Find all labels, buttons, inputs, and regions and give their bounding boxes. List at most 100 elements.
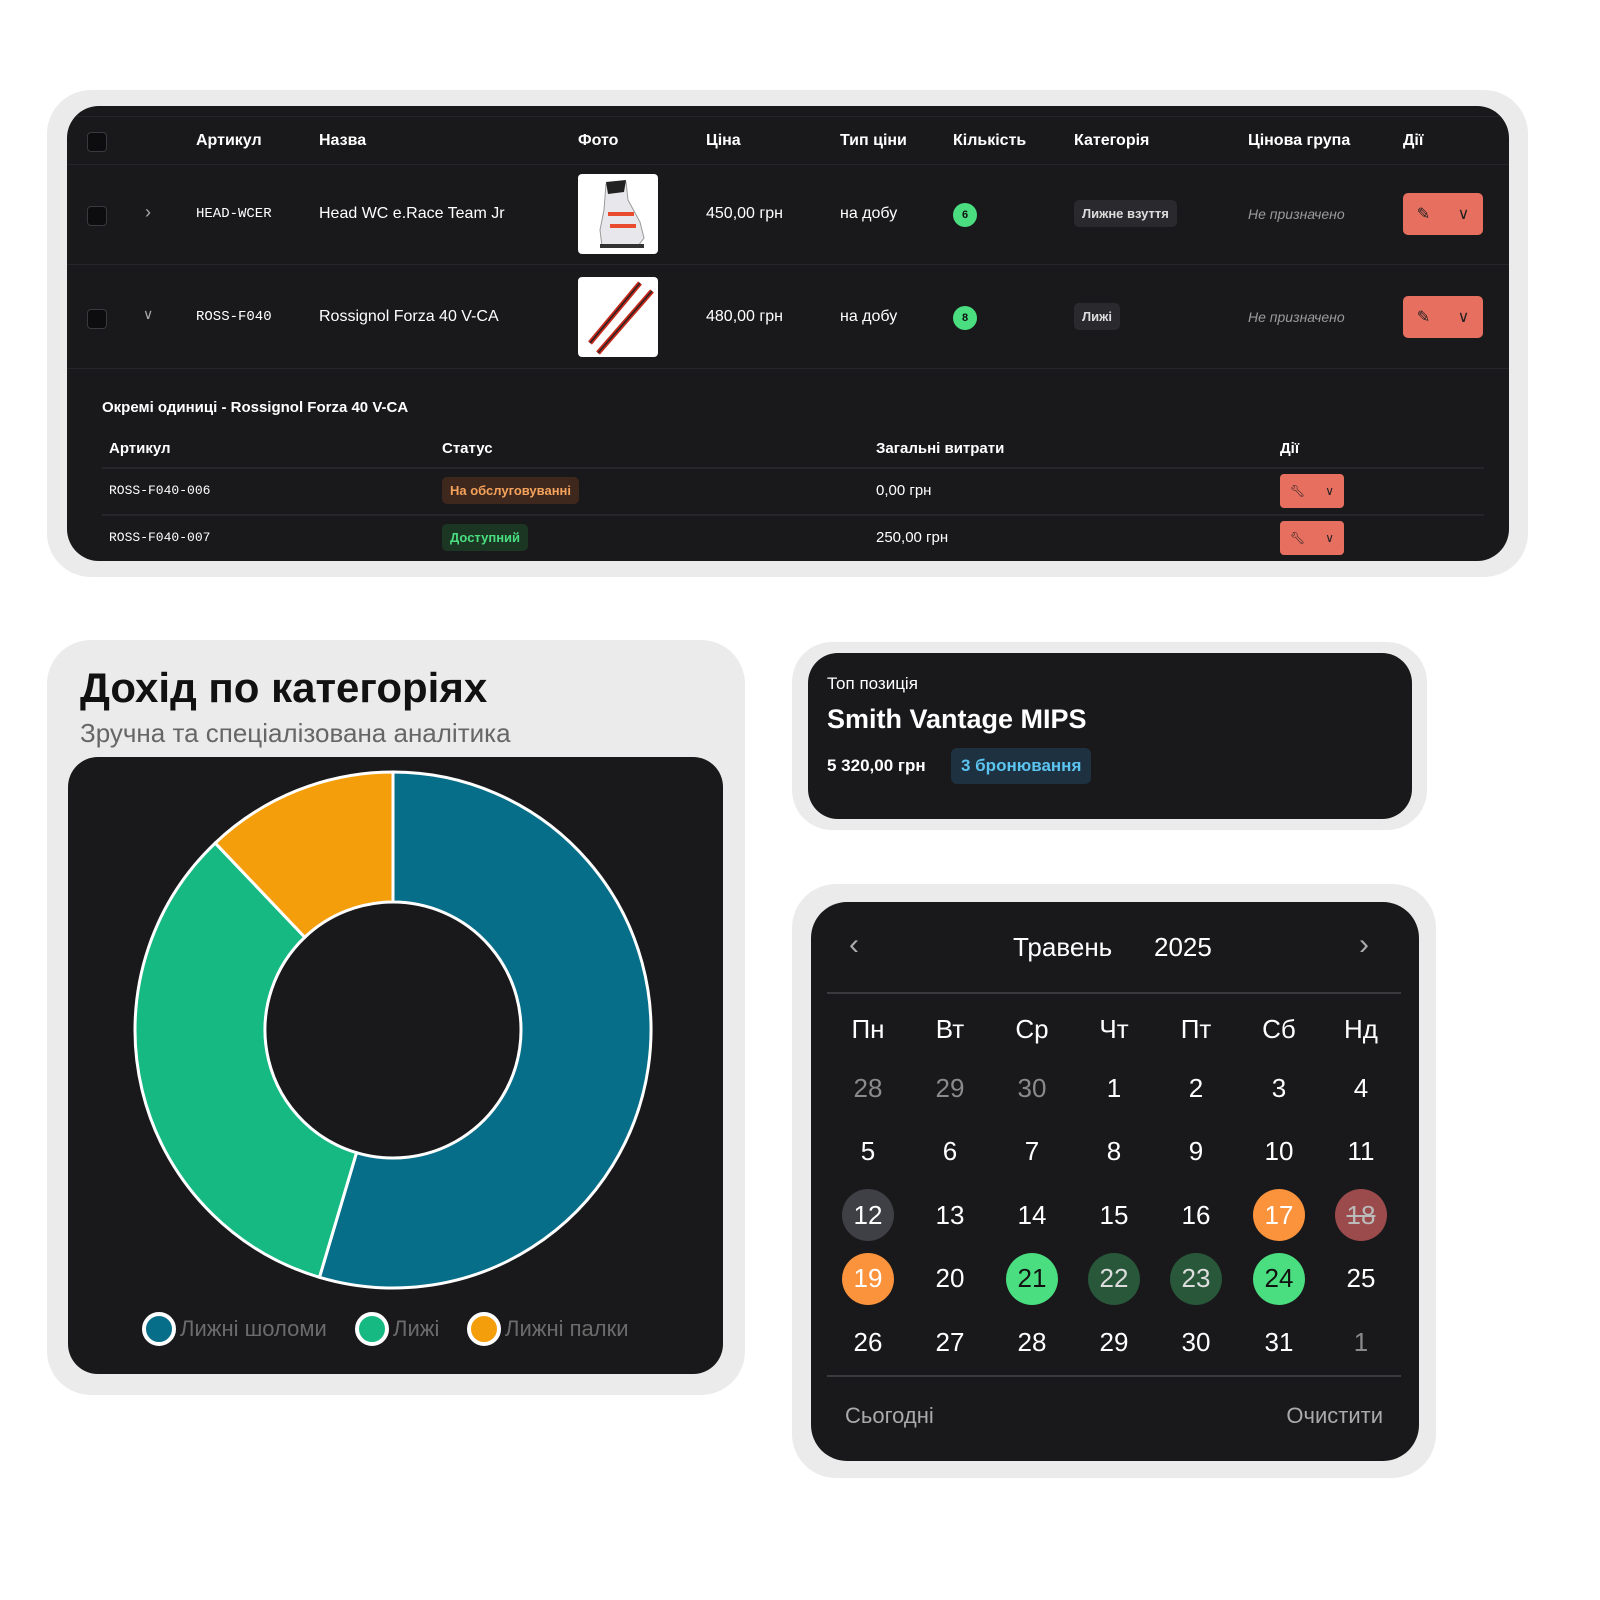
status-badge: Доступний	[442, 524, 529, 551]
calendar-day[interactable]: 3	[1271, 1072, 1287, 1103]
legend-label: Лижі	[393, 1316, 440, 1341]
weekday-label: Сб	[1262, 1014, 1296, 1044]
calendar-day[interactable]: 22	[1088, 1252, 1140, 1305]
chevron-down-icon[interactable]: ∨	[1457, 309, 1470, 326]
chevron-down-icon[interactable]: ∨	[143, 306, 154, 322]
header-name[interactable]: Назва	[319, 132, 367, 149]
calendar-day[interactable]: 11	[1347, 1136, 1375, 1166]
calendar-day[interactable]: 24	[1253, 1252, 1305, 1305]
top-position-label: Топ позиція	[827, 674, 918, 693]
calendar-day[interactable]: 27	[935, 1326, 965, 1357]
pencil-icon[interactable]: ✎	[1416, 309, 1431, 326]
top-position-panel: Топ позиція Smith Vantage MIPS 5 320,00 …	[808, 653, 1412, 819]
legend-label: Лижні шоломи	[180, 1316, 327, 1341]
calendar-day[interactable]: 23	[1170, 1252, 1222, 1305]
calendar-day[interactable]: 30	[1017, 1072, 1047, 1103]
calendar-day[interactable]: 9	[1188, 1136, 1204, 1166]
select-all-checkbox[interactable]	[87, 132, 107, 152]
row-checkbox[interactable]	[87, 309, 107, 329]
weekday-label: Вт	[935, 1014, 965, 1044]
chevron-down-icon[interactable]: ∨	[1457, 206, 1470, 223]
row-sku: HEAD-WCER	[196, 206, 272, 222]
next-month-icon[interactable]: ›	[1359, 928, 1369, 961]
header-quantity[interactable]: Кількість	[953, 132, 1027, 149]
year-label[interactable]: 2025	[1154, 932, 1212, 962]
legend-swatch	[467, 1312, 501, 1346]
unit-actions-button[interactable]: 🔧︎ ∨	[1280, 474, 1344, 508]
legend-swatch	[355, 1312, 389, 1346]
chevron-down-icon[interactable]: ∨	[1325, 484, 1334, 498]
calendar-day[interactable]: 15	[1099, 1199, 1129, 1230]
calendar-day[interactable]: 26	[853, 1326, 883, 1357]
units-title: Окремі одиниці - Rossignol Forza 40 V-CA	[102, 399, 409, 416]
calendar-day[interactable]: 12	[842, 1189, 894, 1241]
row-price: 450,00 грн	[706, 205, 783, 222]
header-category[interactable]: Категорія	[1074, 132, 1150, 149]
legend-item-poles[interactable]: Лижні палки	[467, 1312, 629, 1346]
calendar-day[interactable]: 13	[935, 1199, 965, 1230]
header-price-type[interactable]: Тип ціни	[840, 132, 907, 149]
products-table: Артикул Назва Фото Ціна Тип ціни Кількіс…	[67, 106, 1509, 561]
legend-item-skis[interactable]: Лижі	[355, 1312, 439, 1346]
calendar-day[interactable]: 16	[1181, 1199, 1211, 1230]
calendar-day[interactable]: 8	[1106, 1136, 1122, 1166]
prev-month-icon[interactable]: ‹	[849, 928, 859, 961]
wrench-icon[interactable]: 🔧︎	[1289, 484, 1306, 498]
calendar-day[interactable]: 2	[1188, 1072, 1204, 1103]
unit-sku: ROSS-F040-006	[109, 483, 211, 498]
calendar-day[interactable]: 6	[942, 1136, 958, 1166]
calendar-day[interactable]: 5	[860, 1136, 876, 1166]
calendar-day[interactable]: 4	[1353, 1072, 1369, 1103]
calendar-day[interactable]: 1	[1353, 1326, 1369, 1357]
donut-slice[interactable]	[317, 770, 653, 1290]
header-price-group[interactable]: Цінова група	[1248, 132, 1351, 149]
calendar-day[interactable]: 28	[853, 1072, 883, 1103]
calendar-day[interactable]: 30	[1181, 1326, 1211, 1357]
clear-button[interactable]: Очистити	[1286, 1403, 1383, 1428]
month-label[interactable]: Травень	[1013, 932, 1113, 962]
calendar-day[interactable]: 19	[842, 1252, 894, 1305]
calendar-day[interactable]: 14	[1017, 1199, 1047, 1230]
calendar-day[interactable]: 17	[1253, 1189, 1305, 1241]
calendar-day[interactable]: 31	[1264, 1326, 1294, 1357]
row-name[interactable]: Head WC e.Race Team Jr	[319, 205, 505, 222]
calendar-day[interactable]: 28	[1017, 1326, 1047, 1357]
row-name[interactable]: Rossignol Forza 40 V-CA	[319, 308, 499, 325]
header-actions: Дії	[1403, 132, 1424, 149]
status-badge: На обслуговуванні	[442, 477, 580, 504]
calendar-day[interactable]: 29	[1099, 1326, 1129, 1357]
row-actions-button[interactable]: ✎ ∨	[1403, 296, 1483, 338]
unit-cost: 0,00 грн	[876, 482, 932, 499]
legend-item-helmets[interactable]: Лижні шоломи	[142, 1312, 327, 1346]
chevron-down-icon[interactable]: ∨	[1325, 531, 1334, 545]
header-photo: Фото	[578, 132, 619, 149]
today-button[interactable]: Сьогодні	[845, 1403, 934, 1428]
calendar-day[interactable]: 10	[1264, 1136, 1294, 1166]
pencil-icon[interactable]: ✎	[1416, 206, 1431, 223]
unit-actions-button[interactable]: 🔧︎ ∨	[1280, 521, 1344, 555]
units-header-sku: Артикул	[109, 440, 171, 457]
calendar-day[interactable]: 25	[1346, 1263, 1376, 1293]
calendar-day[interactable]: 29	[935, 1072, 965, 1103]
unit-cost: 250,00 грн	[876, 529, 949, 546]
header-price[interactable]: Ціна	[706, 132, 741, 149]
donut-slice[interactable]	[213, 770, 395, 940]
calendar-day[interactable]: 18	[1335, 1189, 1387, 1241]
calendar-day[interactable]: 7	[1024, 1136, 1040, 1166]
row-checkbox[interactable]	[87, 206, 107, 226]
product-photo-skis[interactable]	[578, 277, 658, 357]
price-group-value: Не призначено	[1248, 309, 1345, 325]
donut-slice[interactable]	[133, 840, 359, 1280]
row-actions-button[interactable]: ✎ ∨	[1403, 193, 1483, 235]
legend-label: Лижні палки	[505, 1316, 629, 1341]
header-sku[interactable]: Артикул	[196, 132, 262, 149]
calendar: ‹ Травень 2025 › Сьогодні Очистити Пн Вт С…	[811, 902, 1419, 1461]
wrench-icon[interactable]: 🔧︎	[1289, 531, 1306, 545]
calendar-day[interactable]: 20	[935, 1263, 965, 1293]
product-photo-ski-boot[interactable]	[578, 174, 658, 254]
calendar-day[interactable]: 1	[1106, 1072, 1122, 1103]
calendar-day[interactable]: 21	[1006, 1252, 1058, 1305]
category-tag: Лижі	[1074, 303, 1120, 330]
chevron-right-icon[interactable]: ›	[145, 202, 151, 222]
quantity-badge: 6	[953, 203, 977, 227]
